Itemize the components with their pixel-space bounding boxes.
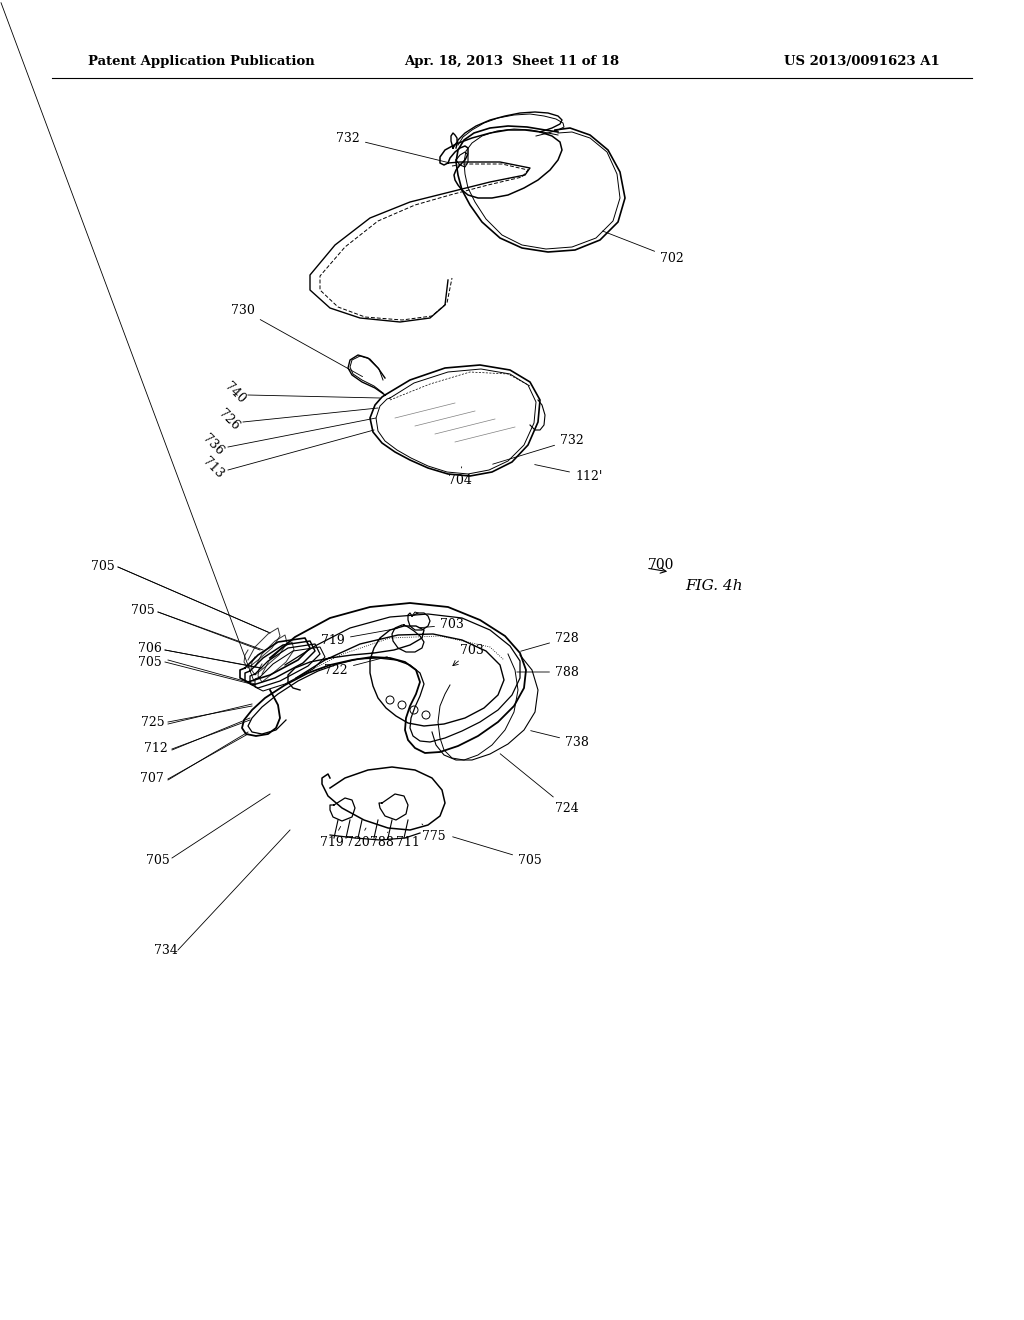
Text: 712: 712 [144,742,168,755]
Text: 705: 705 [91,561,115,573]
Text: 720: 720 [346,828,370,849]
Text: Apr. 18, 2013  Sheet 11 of 18: Apr. 18, 2013 Sheet 11 of 18 [404,55,620,69]
Text: 736: 736 [200,432,226,458]
Text: 112': 112' [535,465,602,483]
Text: US 2013/0091623 A1: US 2013/0091623 A1 [784,55,940,69]
Text: 702: 702 [602,231,684,264]
Text: 725: 725 [141,715,165,729]
Text: 700: 700 [648,558,675,572]
Text: 730: 730 [231,304,362,376]
Text: 734: 734 [155,944,178,957]
Text: 724: 724 [500,754,579,814]
Text: 788: 788 [370,832,394,849]
Text: 707: 707 [140,772,164,785]
Text: 738: 738 [530,731,589,748]
Text: 713: 713 [200,455,226,480]
Text: 722: 722 [325,656,387,676]
Text: 726: 726 [216,407,242,433]
Text: 711: 711 [396,836,420,849]
Text: 705: 705 [453,837,542,866]
Text: 719: 719 [321,826,344,849]
Text: Patent Application Publication: Patent Application Publication [88,55,314,69]
Text: 705: 705 [146,854,170,866]
Text: 719: 719 [322,628,397,647]
Text: 706: 706 [138,642,162,655]
Text: 788: 788 [517,665,579,678]
Text: 728: 728 [520,631,579,651]
Text: 740: 740 [222,380,248,407]
Text: 732: 732 [336,132,447,162]
Text: 705: 705 [131,603,155,616]
Text: 732: 732 [493,433,584,465]
Text: 703: 703 [419,619,464,631]
Text: FIG. 4h: FIG. 4h [685,579,742,593]
Text: 703: 703 [453,644,484,665]
Text: 705: 705 [138,656,162,668]
Text: 775: 775 [422,824,445,842]
Text: 704: 704 [449,467,472,487]
